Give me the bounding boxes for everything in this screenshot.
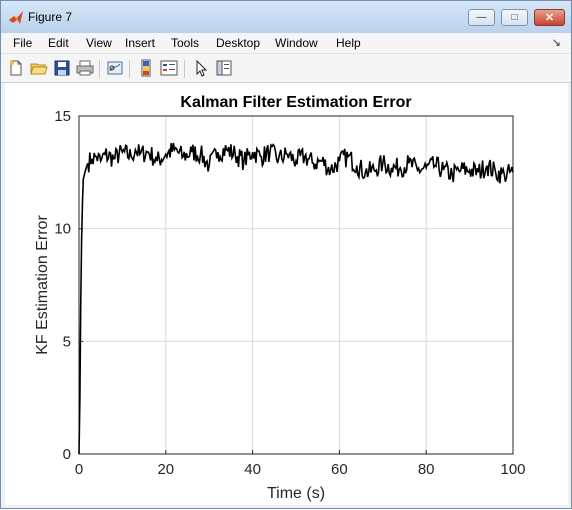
colorbar-icon[interactable] [137,59,155,77]
y-tick-label: 0 [63,446,71,463]
matlab-logo-icon [9,11,23,24]
open-file-icon[interactable] [30,59,48,77]
print-icon[interactable] [76,59,94,77]
toolbar [1,54,571,83]
maximize-icon: □ [511,12,518,23]
maximize-button[interactable]: □ [501,9,528,26]
axes-box [78,115,514,455]
figure-background [5,83,568,505]
tick-marks [78,115,514,455]
x-tick-label: 40 [244,461,261,478]
x-tick-label: 20 [157,461,174,478]
x-tick-label: 60 [331,461,348,478]
menu-insert[interactable]: Insert [125,36,156,50]
x-tick-label: 80 [418,461,435,478]
y-tick-label: 15 [54,108,71,125]
tick-labels: 0 20 40 60 80 100 0 5 10 15 [54,108,525,478]
x-tick-label: 0 [75,461,83,478]
menu-edit[interactable]: Edit [48,36,69,50]
menu-desktop[interactable]: Desktop [216,36,261,50]
property-editor-icon[interactable] [215,59,233,77]
toolbar-separator [184,60,185,78]
x-tick-label: 100 [500,461,525,478]
new-figure-icon[interactable] [7,59,25,77]
close-button[interactable]: ✕ [534,9,565,26]
menu-help[interactable]: Help [336,36,361,50]
legend-icon[interactable] [160,59,178,77]
title-bar[interactable]: Figure 7 — □ ✕ [1,1,571,33]
figure-canvas: 0 20 40 60 80 100 0 5 10 15 Kalman Filter Estimat… [5,83,568,505]
close-icon: ✕ [544,12,555,24]
dock-arrow-icon[interactable]: ↘ [551,37,561,49]
window-title: Figure 7 [28,10,73,24]
menu-file[interactable]: File [13,36,33,50]
y-tick-label: 10 [54,221,71,238]
plot-area[interactable]: 0 20 40 60 80 100 0 5 10 15 Kalman Filter Estimat… [5,83,568,505]
chart-title: Kalman Filter Estimation Error [180,94,411,111]
minimize-button[interactable]: — [468,9,495,26]
series-line [78,142,514,455]
y-axis-label: KF Estimation Error [34,215,51,355]
toolbar-separator [129,60,130,78]
menu-tools[interactable]: Tools [171,36,200,50]
pointer-icon[interactable] [192,59,210,77]
menu-window[interactable]: Window [275,36,318,50]
menu-view[interactable]: View [86,36,112,50]
x-axis-label: Time (s) [267,485,325,502]
menu-bar: File Edit View Insert Tools Desktop Wind… [1,33,571,54]
link-plot-icon[interactable] [106,59,124,77]
toolbar-separator [99,60,100,78]
y-tick-label: 5 [63,333,71,350]
save-icon[interactable] [53,59,71,77]
minimize-icon: — [476,12,487,23]
